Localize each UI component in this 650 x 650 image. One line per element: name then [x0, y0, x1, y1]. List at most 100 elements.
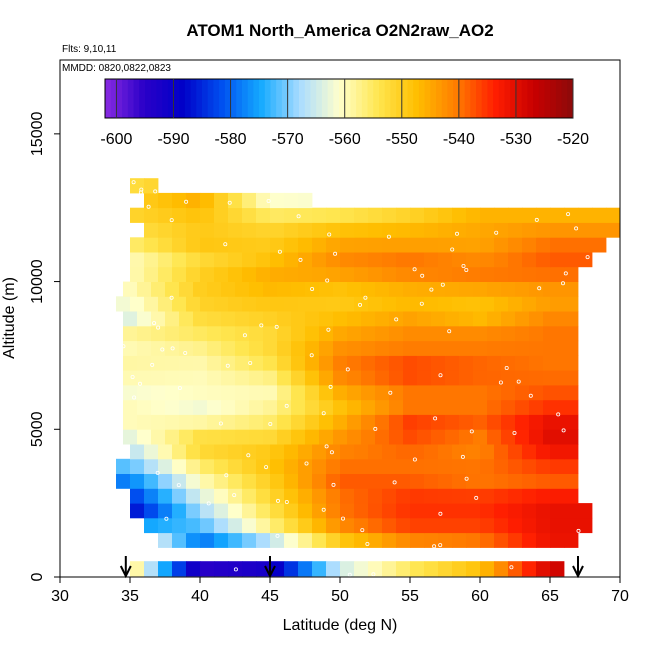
- heatmap-cell: [473, 385, 488, 401]
- heatmap-cell: [158, 192, 173, 209]
- heatmap-cell: [326, 207, 341, 223]
- heatmap-cell: [522, 517, 537, 534]
- heatmap-cell: [312, 237, 327, 253]
- x-tick-label: 60: [471, 588, 489, 605]
- colorbar-segment: [407, 79, 414, 118]
- heatmap-cell: [368, 473, 383, 489]
- heatmap-cell: [172, 503, 187, 519]
- observation-point: [227, 200, 232, 205]
- colorbar-tick-label: -540: [443, 131, 475, 148]
- heatmap-cell: [501, 325, 516, 342]
- heatmap-cell: [200, 192, 215, 209]
- heatmap-cell: [158, 458, 173, 474]
- heatmap-cell: [186, 207, 201, 223]
- heatmap-cell: [172, 473, 187, 489]
- heatmap-cell: [564, 266, 579, 282]
- heatmap-cell: [207, 429, 222, 445]
- heatmap-cell: [200, 488, 215, 504]
- observation-point: [246, 453, 251, 458]
- heatmap-cell: [480, 458, 495, 474]
- heatmap-cell: [578, 503, 593, 519]
- heatmap-cell: [515, 355, 530, 371]
- colorbar-segment: [544, 79, 551, 118]
- x-tick-label: 65: [541, 588, 559, 605]
- heatmap-cell: [144, 458, 159, 474]
- heatmap-cell: [235, 355, 250, 371]
- heatmap-cell: [522, 207, 537, 223]
- heatmap-cell: [312, 222, 327, 238]
- heatmap-cell: [459, 429, 474, 445]
- heatmap-cell: [508, 252, 523, 268]
- observation-point: [150, 362, 155, 367]
- heatmap-cell: [522, 561, 537, 577]
- heatmap-cell: [389, 311, 404, 327]
- colorbar-tick-label: -580: [215, 131, 247, 148]
- heatmap-cell: [424, 296, 439, 312]
- colorbar-segment: [150, 79, 157, 118]
- heatmap-cell: [557, 399, 572, 415]
- heatmap-cell: [340, 488, 355, 504]
- heatmap-cell: [557, 311, 572, 327]
- heatmap-cell: [186, 222, 201, 238]
- heatmap-cell: [130, 207, 145, 223]
- colorbar-tick-label: -520: [557, 131, 589, 148]
- colorbar-segment: [538, 79, 545, 118]
- heatmap-cell: [284, 444, 299, 460]
- colorbar-segment: [287, 79, 294, 118]
- observation-point: [218, 421, 223, 426]
- observation-point: [328, 384, 333, 389]
- heatmap-cell: [340, 252, 355, 268]
- heatmap-cell: [550, 207, 565, 223]
- heatmap-cell: [193, 355, 208, 371]
- heatmap-cell: [116, 296, 131, 312]
- observation-point: [264, 465, 269, 470]
- heatmap-cell: [382, 561, 397, 577]
- heatmap-cell: [389, 370, 404, 386]
- heatmap-cell: [515, 429, 530, 445]
- heatmap-cell: [326, 222, 341, 238]
- observation-point: [363, 295, 368, 300]
- colorbar-segment: [116, 79, 123, 118]
- heatmap-cell: [438, 237, 453, 253]
- observation-point: [169, 218, 174, 223]
- heatmap-cell: [179, 399, 194, 415]
- heatmap-cell: [536, 517, 551, 534]
- observation-point: [512, 430, 517, 435]
- heatmap-cell: [298, 517, 313, 534]
- heatmap-cell: [396, 532, 411, 548]
- heatmap-cell: [424, 252, 439, 268]
- heatmap-cell: [298, 222, 313, 238]
- colorbar-segment: [110, 79, 117, 118]
- heatmap-cell: [501, 355, 516, 371]
- heatmap-cell: [459, 385, 474, 401]
- heatmap-cell: [494, 488, 509, 504]
- heatmap-cell: [144, 473, 159, 489]
- heatmap-cell: [382, 222, 397, 238]
- heatmap-cell: [214, 266, 229, 282]
- heatmap-cell: [200, 517, 215, 534]
- heatmap-cell: [592, 237, 607, 253]
- heatmap-cell: [228, 473, 243, 489]
- heatmap-cell: [158, 207, 173, 223]
- heatmap-cell: [256, 266, 271, 282]
- heatmap-cell: [487, 414, 502, 430]
- observation-point: [233, 567, 238, 572]
- heatmap-cell: [536, 207, 551, 223]
- heatmap-cell: [480, 473, 495, 489]
- heatmap-cell: [382, 488, 397, 504]
- heatmap-cell: [165, 429, 180, 445]
- heatmap-cell: [508, 532, 523, 548]
- heatmap-cell: [298, 296, 313, 312]
- heatmap-cell: [158, 488, 173, 504]
- heatmap-cell: [529, 355, 544, 371]
- heatmap-cell: [536, 503, 551, 519]
- heatmap-cell: [557, 325, 572, 342]
- heatmap-cell: [466, 252, 481, 268]
- colorbar-segment: [139, 79, 146, 118]
- heatmap-cell: [522, 444, 537, 460]
- heatmap-cell: [508, 503, 523, 519]
- heatmap-cell: [487, 355, 502, 371]
- observation-point: [298, 257, 303, 262]
- heatmap-cell: [144, 488, 159, 504]
- heatmap-cell: [165, 399, 180, 415]
